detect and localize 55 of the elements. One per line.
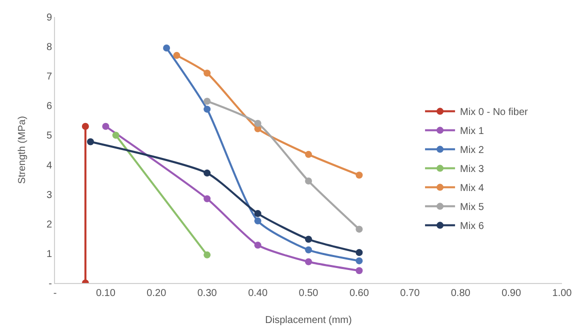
point (356, 257, 363, 264)
x-tick-label: 0.90 (502, 288, 522, 299)
y-tick-label: 8 (46, 42, 52, 54)
x-tick-label: 0.30 (197, 288, 218, 299)
x-tick-label: 0.70 (400, 288, 420, 299)
point (86, 138, 94, 146)
y-tick-label: 5 (46, 130, 52, 142)
point (163, 44, 170, 52)
y-tick-label: 2 (46, 219, 52, 230)
point (356, 249, 363, 256)
point (305, 258, 312, 266)
x-axis-title: Displacement (mm) (265, 315, 352, 326)
x-tick-label: 0.50 (298, 288, 319, 299)
point (204, 106, 211, 113)
legend-label: Mix 3 (460, 164, 484, 176)
point (356, 172, 363, 179)
legend-label: Mix 4 (460, 183, 484, 194)
legend-label: Mix 6 (460, 221, 484, 232)
point (204, 70, 211, 77)
y-tick-label: 4 (46, 160, 52, 172)
x-tick-label: 1.00 (552, 288, 572, 299)
point (254, 210, 262, 218)
point (305, 150, 312, 158)
point (102, 122, 110, 130)
point (82, 122, 89, 130)
y-tick-label: 6 (46, 101, 52, 112)
point (356, 226, 363, 233)
y-tick-label: 9 (46, 12, 52, 24)
point (204, 170, 211, 177)
point (356, 267, 363, 274)
point (112, 132, 120, 139)
point (204, 251, 211, 258)
point (254, 242, 262, 249)
y-tick-label: - (48, 278, 52, 290)
point (254, 120, 262, 127)
point (305, 178, 312, 185)
x-tick-label: 0.20 (146, 288, 167, 299)
legend-label: Mix 2 (460, 145, 484, 156)
x-tick-label: 0.80 (450, 288, 471, 299)
x-tick-label: 0.60 (349, 288, 370, 299)
legend-label: Mix 1 (460, 126, 484, 138)
point (305, 236, 312, 243)
x-tick-label: 0.10 (96, 288, 116, 299)
x-tick-label: 0.40 (248, 288, 268, 299)
y-tick-label: 1 (46, 248, 52, 260)
point (204, 195, 211, 202)
point (305, 246, 312, 254)
point (173, 52, 180, 59)
y-tick-label: 3 (46, 190, 52, 201)
point (204, 98, 211, 105)
y-axis-title: Strength (MPa) (17, 116, 28, 184)
legend-label: Mix 5 (460, 202, 484, 214)
y-tick-label: 7 (46, 72, 52, 83)
legend-label: Mix 0 - No fiber (460, 107, 529, 118)
point (254, 217, 262, 224)
